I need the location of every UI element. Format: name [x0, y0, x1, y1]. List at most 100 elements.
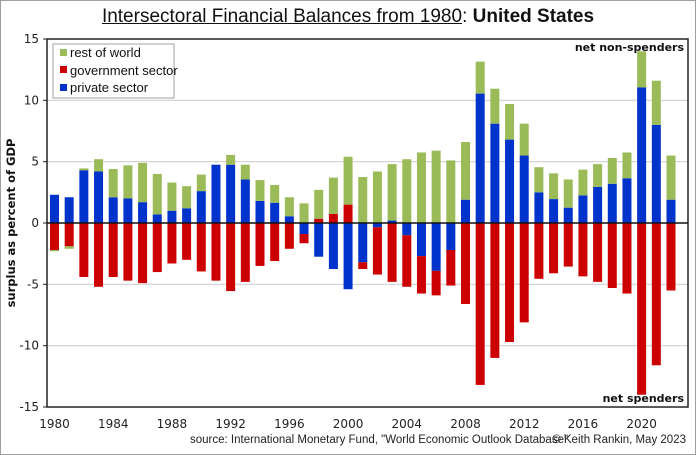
- bar-private-sector-2015: [563, 207, 573, 223]
- bar-private-sector-2003: [387, 220, 397, 223]
- bar-rest-of-world-2016: [578, 169, 588, 196]
- bar-rest-of-world-1986: [138, 162, 148, 203]
- bar-government-sector-1996: [284, 223, 294, 249]
- bar-rest-of-world-1994: [255, 180, 265, 201]
- annotation-net-non-spenders: net non-spenders: [575, 41, 685, 54]
- bar-rest-of-world-1980: [50, 249, 59, 252]
- bar-private-sector-1982: [79, 170, 89, 223]
- bar-rest-of-world-2011: [505, 104, 515, 140]
- x-tick-label: 1996: [274, 417, 305, 431]
- legend-swatch-government-sector: [60, 66, 67, 73]
- bar-rest-of-world-2021: [651, 80, 661, 125]
- bar-rest-of-world-2010: [490, 88, 500, 124]
- bar-private-sector-1999: [328, 223, 338, 269]
- bar-government-sector-1997: [299, 234, 309, 244]
- bar-government-sector-2002: [372, 227, 382, 275]
- bar-rest-of-world-1998: [314, 189, 324, 219]
- bar-private-sector-1989: [182, 208, 192, 223]
- bar-government-sector-2016: [578, 223, 588, 277]
- bar-rest-of-world-2018: [607, 157, 617, 184]
- bar-private-sector-2002: [372, 223, 382, 228]
- legend: rest of world government sector private …: [52, 43, 178, 99]
- bar-government-sector-2022: [666, 223, 676, 291]
- bar-government-sector-2010: [490, 223, 500, 358]
- bar-rest-of-world-2001: [358, 177, 368, 223]
- bar-private-sector-2016: [578, 195, 588, 223]
- x-tick-label: 1980: [39, 417, 70, 431]
- bar-private-sector-1980: [50, 194, 59, 223]
- annotation-net-spenders: net spenders: [603, 392, 685, 405]
- bar-government-sector-1986: [138, 223, 148, 284]
- bar-government-sector-2014: [549, 223, 559, 274]
- bar-rest-of-world-1987: [152, 173, 162, 215]
- y-tick-label: -15: [19, 400, 39, 414]
- legend-box: [52, 43, 175, 99]
- axes: [43, 38, 689, 408]
- bar-private-sector-2020: [637, 87, 647, 223]
- title-country: United States: [472, 6, 595, 27]
- bar-private-sector-1992: [226, 164, 236, 223]
- x-tick-label: 1992: [215, 417, 246, 431]
- bar-rest-of-world-1989: [182, 186, 192, 209]
- bar-government-sector-2007: [446, 249, 456, 286]
- bar-government-sector-1982: [79, 223, 89, 277]
- bar-rest-of-world-2019: [622, 152, 632, 179]
- legend-swatch-private-sector: [60, 84, 67, 91]
- bar-government-sector-1999: [328, 213, 338, 223]
- bar-private-sector-1996: [284, 216, 294, 223]
- bar-government-sector-2006: [431, 270, 441, 296]
- bar-government-sector-2000: [343, 204, 353, 223]
- bar-government-sector-2008: [461, 223, 470, 304]
- bar-private-sector-2012: [519, 155, 529, 223]
- bar-rest-of-world-1995: [270, 184, 280, 203]
- bar-private-sector-2001: [358, 223, 368, 263]
- bar-government-sector-2020: [637, 223, 647, 395]
- bar-rest-of-world-1982: [79, 168, 89, 171]
- chart-title: Intersectoral Financial Balances from 19…: [0, 6, 696, 28]
- bar-private-sector-2010: [490, 123, 500, 223]
- bar-government-sector-1998: [314, 218, 324, 223]
- bar-rest-of-world-2006: [431, 150, 441, 223]
- bar-government-sector-1981: [64, 223, 74, 247]
- bar-rest-of-world-2008: [461, 142, 470, 200]
- bar-government-sector-2018: [607, 223, 617, 289]
- bar-rest-of-world-2013: [534, 167, 544, 193]
- bar-private-sector-2019: [622, 178, 632, 223]
- bar-government-sector-2009: [475, 223, 485, 385]
- bar-government-sector-1985: [123, 223, 133, 281]
- bar-rest-of-world-1990: [196, 174, 206, 192]
- legend-label-rest-of-world: rest of world: [70, 45, 141, 60]
- bar-private-sector-1998: [314, 223, 324, 257]
- bar-private-sector-2005: [416, 223, 426, 257]
- x-tick-labels: 1980 1984 1988 1992 1996 2000 2004 2008 2012 2016…: [39, 417, 657, 431]
- legend-label-government-sector: government sector: [70, 63, 178, 78]
- bar-rest-of-world-2017: [593, 164, 603, 187]
- bar-private-sector-1991: [211, 164, 221, 223]
- bar-private-sector-2018: [607, 183, 617, 223]
- title-separator: :: [462, 6, 473, 27]
- bar-government-sector-1994: [255, 223, 265, 266]
- bar-private-sector-2014: [549, 199, 559, 223]
- y-tick-label: 15: [24, 32, 39, 46]
- y-tick-label: 5: [31, 155, 39, 169]
- bar-government-sector-2005: [416, 256, 426, 294]
- bar-rest-of-world-1988: [167, 182, 177, 211]
- bar-private-sector-1987: [152, 214, 162, 223]
- bar-government-sector-2004: [402, 235, 412, 287]
- bar-government-sector-1987: [152, 223, 162, 273]
- bar-rest-of-world-1985: [123, 165, 133, 199]
- bar-rest-of-world-1993: [240, 164, 250, 180]
- credit-note: © Keith Rankin, May 2023: [552, 434, 686, 446]
- legend-label-private-sector: private sector: [70, 80, 149, 95]
- bar-rest-of-world-2003: [387, 164, 397, 221]
- bar-private-sector-2007: [446, 223, 456, 250]
- bar-private-sector-2004: [402, 223, 412, 236]
- x-tick-label: 2016: [568, 417, 599, 431]
- bar-rest-of-world-2014: [549, 173, 559, 200]
- y-axis-label: surplus as percent of GDP: [4, 139, 18, 308]
- bar-rest-of-world-2009: [475, 61, 485, 94]
- bar-private-sector-1985: [123, 198, 133, 223]
- bar-rest-of-world-1992: [226, 154, 236, 165]
- x-tick-label: 2004: [392, 417, 423, 431]
- bar-rest-of-world-1981: [64, 246, 74, 249]
